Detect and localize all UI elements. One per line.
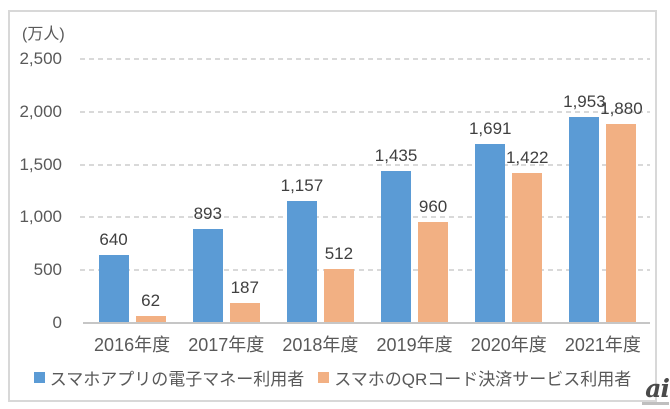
bar-emoney-2019年度 — [381, 171, 412, 323]
gridline-2000 — [80, 110, 650, 113]
bar-qr-2018年度 — [323, 268, 354, 323]
legend-item-emoney: スマホアプリの電子マネー利用者 — [33, 365, 305, 390]
legend-item-qr: スマホのQRコード決済サービス利用者 — [318, 365, 631, 390]
bar-value-label-qr-2018年度: 512 — [324, 243, 354, 263]
y-tick-label-0: 0 — [52, 313, 62, 332]
y-axis-unit-label: (万人) — [22, 26, 65, 43]
bar-value-label-emoney-2020年度: 1,691 — [468, 119, 512, 139]
bar-qr-2019年度 — [418, 221, 449, 323]
y-tick-label-500: 500 — [33, 260, 62, 280]
bar-emoney-2018年度 — [286, 200, 317, 323]
watermark: ai — [642, 374, 670, 405]
gridline-1000 — [80, 216, 650, 219]
bar-emoney-2020年度 — [475, 144, 506, 323]
chart-frame — [8, 10, 657, 402]
bar-value-label-emoney-2018年度: 1,157 — [280, 175, 324, 195]
x-axis-label-2018年度: 2018年度 — [282, 335, 359, 355]
y-tick-label-2500: 2,500 — [19, 49, 62, 68]
x-axis-label-2017年度: 2017年度 — [188, 335, 265, 355]
bar-value-label-qr-2021年度: 1,880 — [600, 99, 643, 119]
x-axis-label-2019年度: 2019年度 — [376, 335, 453, 355]
x-axis-label-2021年度: 2021年度 — [564, 335, 641, 355]
legend-label-emoney: スマホアプリの電子マネー利用者 — [49, 370, 305, 389]
bar-emoney-2017年度 — [192, 228, 223, 323]
y-tick-label-1000: 1,000 — [19, 207, 62, 227]
gridline-500 — [80, 269, 650, 272]
x-axis-label-2020年度: 2020年度 — [470, 335, 547, 355]
bar-value-label-emoney-2016年度: 640 — [99, 230, 128, 250]
bar-emoney-2016年度 — [98, 255, 129, 323]
bar-emoney-2021年度 — [569, 116, 600, 323]
watermark-ai-logo: ai — [645, 374, 670, 403]
bar-value-label-qr-2020年度: 1,422 — [505, 147, 549, 167]
y-tick-label-1500: 1,500 — [19, 154, 62, 174]
bar-value-label-qr-2017年度: 187 — [230, 278, 259, 298]
gridline-2500 — [80, 58, 650, 60]
gridline-1500 — [80, 163, 650, 166]
watermark-sub-line — [642, 402, 669, 405]
bar-qr-2017年度 — [229, 303, 260, 323]
bar-value-label-emoney-2017年度: 893 — [193, 203, 222, 223]
bar-value-label-qr-2019年度: 960 — [418, 196, 448, 216]
bar-value-label-emoney-2021年度: 1,953 — [563, 91, 606, 111]
bar-qr-2020年度 — [512, 172, 543, 323]
bar-value-label-emoney-2019年度: 1,435 — [374, 146, 418, 166]
legend-swatch-orange-icon — [318, 372, 330, 383]
legend-swatch-blue-icon — [33, 372, 45, 383]
bar-qr-2016年度 — [135, 316, 166, 323]
bar-value-label-qr-2016年度: 62 — [141, 291, 161, 311]
legend: スマホアプリの電子マネー利用者 スマホのQRコード決済サービス利用者 — [8, 365, 657, 390]
legend-label-qr: スマホのQRコード決済サービス利用者 — [334, 370, 632, 389]
x-axis-line — [83, 322, 650, 324]
bar-qr-2021年度 — [606, 124, 637, 323]
x-axis-label-2016年度: 2016年度 — [94, 335, 171, 355]
y-tick-label-2000: 2,000 — [19, 101, 62, 121]
